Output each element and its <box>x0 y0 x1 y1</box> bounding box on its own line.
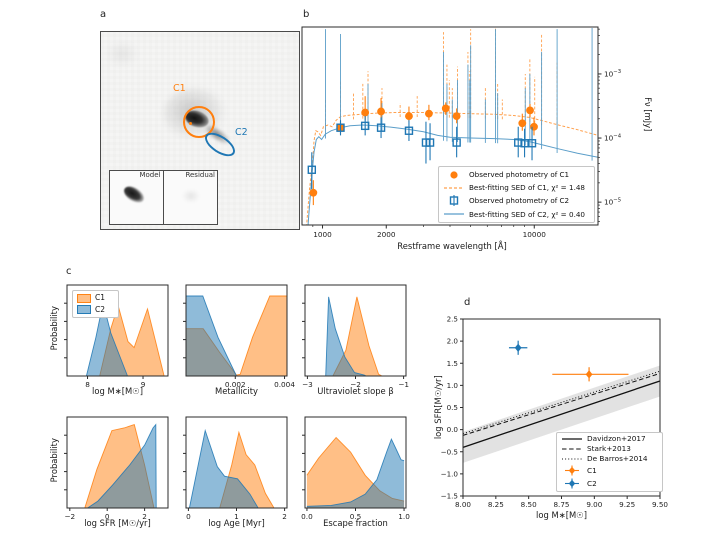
c2-diamond-marker-icon <box>561 478 583 489</box>
legend-label: Stark+2013 <box>587 444 631 454</box>
c-row1-ylabel: Probability <box>48 306 59 351</box>
svg-text:9.25: 9.25 <box>619 500 635 509</box>
svg-text:10−5: 10−5 <box>604 197 621 206</box>
c-legend: C1 C2 <box>72 290 119 318</box>
d-xaxis-label: log M∗[M☉] <box>536 510 587 520</box>
legend-row-davidzon: Davidzon+2017 <box>557 435 662 443</box>
svg-text:2.0: 2.0 <box>447 337 459 346</box>
dashed-line-icon <box>443 183 465 193</box>
c-age-xlabel: log Age [Myr] <box>208 518 265 528</box>
b-yaxis-label: Fν [mJy] <box>643 97 654 132</box>
legend-label: De Barros+2014 <box>587 454 648 464</box>
residual-speckle <box>181 189 200 203</box>
model-residual-inset: Model Residual <box>109 170 218 225</box>
model-blob <box>121 183 147 206</box>
residual-cell: Residual <box>164 171 218 224</box>
legend-label: C1 <box>587 465 597 475</box>
legend-row-stark: Stark+2013 <box>557 445 662 453</box>
svg-text:1000: 1000 <box>313 230 332 239</box>
c2-square-marker-icon <box>443 195 465 207</box>
legend-row-debarros: De Barros+2014 <box>557 455 662 463</box>
solid-black-line-icon <box>561 435 583 443</box>
svg-text:8.75: 8.75 <box>553 500 569 509</box>
svg-text:9.00: 9.00 <box>586 500 602 509</box>
legend-label: C2 <box>587 478 597 488</box>
c-uvslope-xlabel: Ultraviolet slope β <box>317 386 394 396</box>
legend-row-c1-point: C1 <box>557 465 662 476</box>
c1-circle-marker-icon <box>443 170 465 180</box>
panel-b-plot: 1000 2000 10000 10−3 10−4 10−5 <box>301 26 622 239</box>
c-metallicity-xlabel: Metallicity <box>215 386 258 396</box>
model-cell: Model <box>110 171 164 224</box>
legend-label: Observed photometry of C1 <box>469 170 570 180</box>
svg-text:10−4: 10−4 <box>604 133 622 142</box>
svg-text:10000: 10000 <box>523 230 547 239</box>
c1-center-dot <box>189 122 192 125</box>
panel-a-label: a <box>100 9 107 20</box>
legend-row-c2-sed: Best-fitting SED of C2, χ² = 0.40 <box>439 209 594 219</box>
solid-line-icon <box>443 209 465 219</box>
residual-label: Residual <box>185 171 215 179</box>
panel-c-label: c <box>66 266 72 277</box>
c1-diamond-marker-icon <box>561 465 583 476</box>
d-yaxis-label: log SFR[M☉/yr] <box>432 375 443 440</box>
svg-text:−0.5: −0.5 <box>441 447 458 456</box>
panel-c-sfr-plot: −2 0 2 <box>64 416 169 521</box>
c-fesc-xlabel: Escape fraction <box>323 518 388 528</box>
c2-color-patch <box>77 305 91 315</box>
c-row2-ylabel: Probability <box>48 438 59 483</box>
model-label: Model <box>139 171 161 179</box>
legend-row-c1: C1 <box>73 293 118 303</box>
legend-row-c1-sed: Best-fitting SED of C1, χ² = 1.48 <box>439 183 594 193</box>
panel-c-uvslope-plot: −3 −2 −1 <box>302 284 409 389</box>
svg-text:1.0: 1.0 <box>447 381 459 390</box>
svg-text:8.25: 8.25 <box>488 500 504 509</box>
c1-aperture-circle <box>183 106 215 138</box>
svg-text:8.50: 8.50 <box>521 500 537 509</box>
b-xaxis-label: Restframe wavelength [Å] <box>397 241 507 251</box>
legend-label: Davidzon+2017 <box>587 434 646 444</box>
svg-text:0.5: 0.5 <box>447 403 458 412</box>
svg-text:9.50: 9.50 <box>652 500 668 509</box>
svg-text:2000: 2000 <box>377 230 396 239</box>
svg-text:2.5: 2.5 <box>447 315 458 324</box>
panel-c-metallicity-plot: 0.002 0.004 <box>183 284 295 389</box>
c1-color-patch <box>77 293 91 303</box>
dashed-black-line-icon <box>561 445 583 453</box>
legend-row-c2-point: C2 <box>557 478 662 489</box>
legend-label: C1 <box>95 293 106 303</box>
legend-label: C2 <box>95 305 106 315</box>
legend-label: Best-fitting SED of C1, χ² = 1.48 <box>469 182 585 192</box>
svg-text:−1.0: −1.0 <box>441 469 459 478</box>
c-mass-xlabel: log M∗[M☉] <box>92 386 143 396</box>
panel-d-label: d <box>464 297 471 308</box>
legend-row-c2-photometry: Observed photometry of C2 <box>439 195 594 207</box>
svg-text:10−3: 10−3 <box>604 69 621 78</box>
panel-c-fesc-plot: 0.0 0.5 1.0 <box>301 416 410 521</box>
b-legend: Observed photometry of C1 Best-fitting S… <box>438 166 595 223</box>
legend-row-c2: C2 <box>73 305 118 315</box>
dotted-black-line-icon <box>561 455 583 463</box>
legend-row-c1-photometry: Observed photometry of C1 <box>439 170 594 180</box>
legend-label: Observed photometry of C2 <box>469 196 570 206</box>
c1-label: C1 <box>173 83 186 94</box>
c-sfr-xlabel: log SFR [M☉/yr] <box>84 518 151 528</box>
svg-text:1.5: 1.5 <box>447 359 458 368</box>
d-legend: Davidzon+2017 Stark+2013 De Barros+2014 … <box>556 432 663 492</box>
svg-text:−1.5: −1.5 <box>441 492 458 501</box>
faint-smudge <box>105 40 139 68</box>
svg-text:8.00: 8.00 <box>455 500 471 509</box>
panel-a-image: C1 C2 Model Residual <box>100 31 300 230</box>
svg-text:0.0: 0.0 <box>447 425 459 434</box>
legend-label: Best-fitting SED of C2, χ² = 0.40 <box>469 209 585 219</box>
panel-b-label: b <box>303 9 310 20</box>
c2-label: C2 <box>235 127 248 138</box>
